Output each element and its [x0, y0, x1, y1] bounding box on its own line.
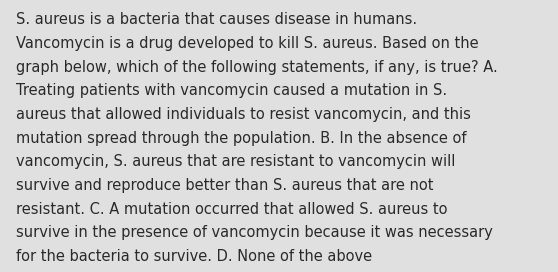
- Text: aureus that allowed individuals to resist vancomycin, and this: aureus that allowed individuals to resis…: [16, 107, 470, 122]
- Text: Treating patients with vancomycin caused a mutation in S.: Treating patients with vancomycin caused…: [16, 83, 447, 98]
- Text: Vancomycin is a drug developed to kill S. aureus. Based on the: Vancomycin is a drug developed to kill S…: [16, 36, 478, 51]
- Text: S. aureus is a bacteria that causes disease in humans.: S. aureus is a bacteria that causes dise…: [16, 12, 417, 27]
- Text: for the bacteria to survive. D. None of the above: for the bacteria to survive. D. None of …: [16, 249, 372, 264]
- Text: resistant. C. A mutation occurred that allowed S. aureus to: resistant. C. A mutation occurred that a…: [16, 202, 447, 217]
- Text: mutation spread through the population. B. In the absence of: mutation spread through the population. …: [16, 131, 466, 146]
- Text: survive and reproduce better than S. aureus that are not: survive and reproduce better than S. aur…: [16, 178, 433, 193]
- Text: graph below, which of the following statements, if any, is true? A.: graph below, which of the following stat…: [16, 60, 497, 75]
- Text: vancomycin, S. aureus that are resistant to vancomycin will: vancomycin, S. aureus that are resistant…: [16, 154, 455, 169]
- Text: survive in the presence of vancomycin because it was necessary: survive in the presence of vancomycin be…: [16, 225, 493, 240]
